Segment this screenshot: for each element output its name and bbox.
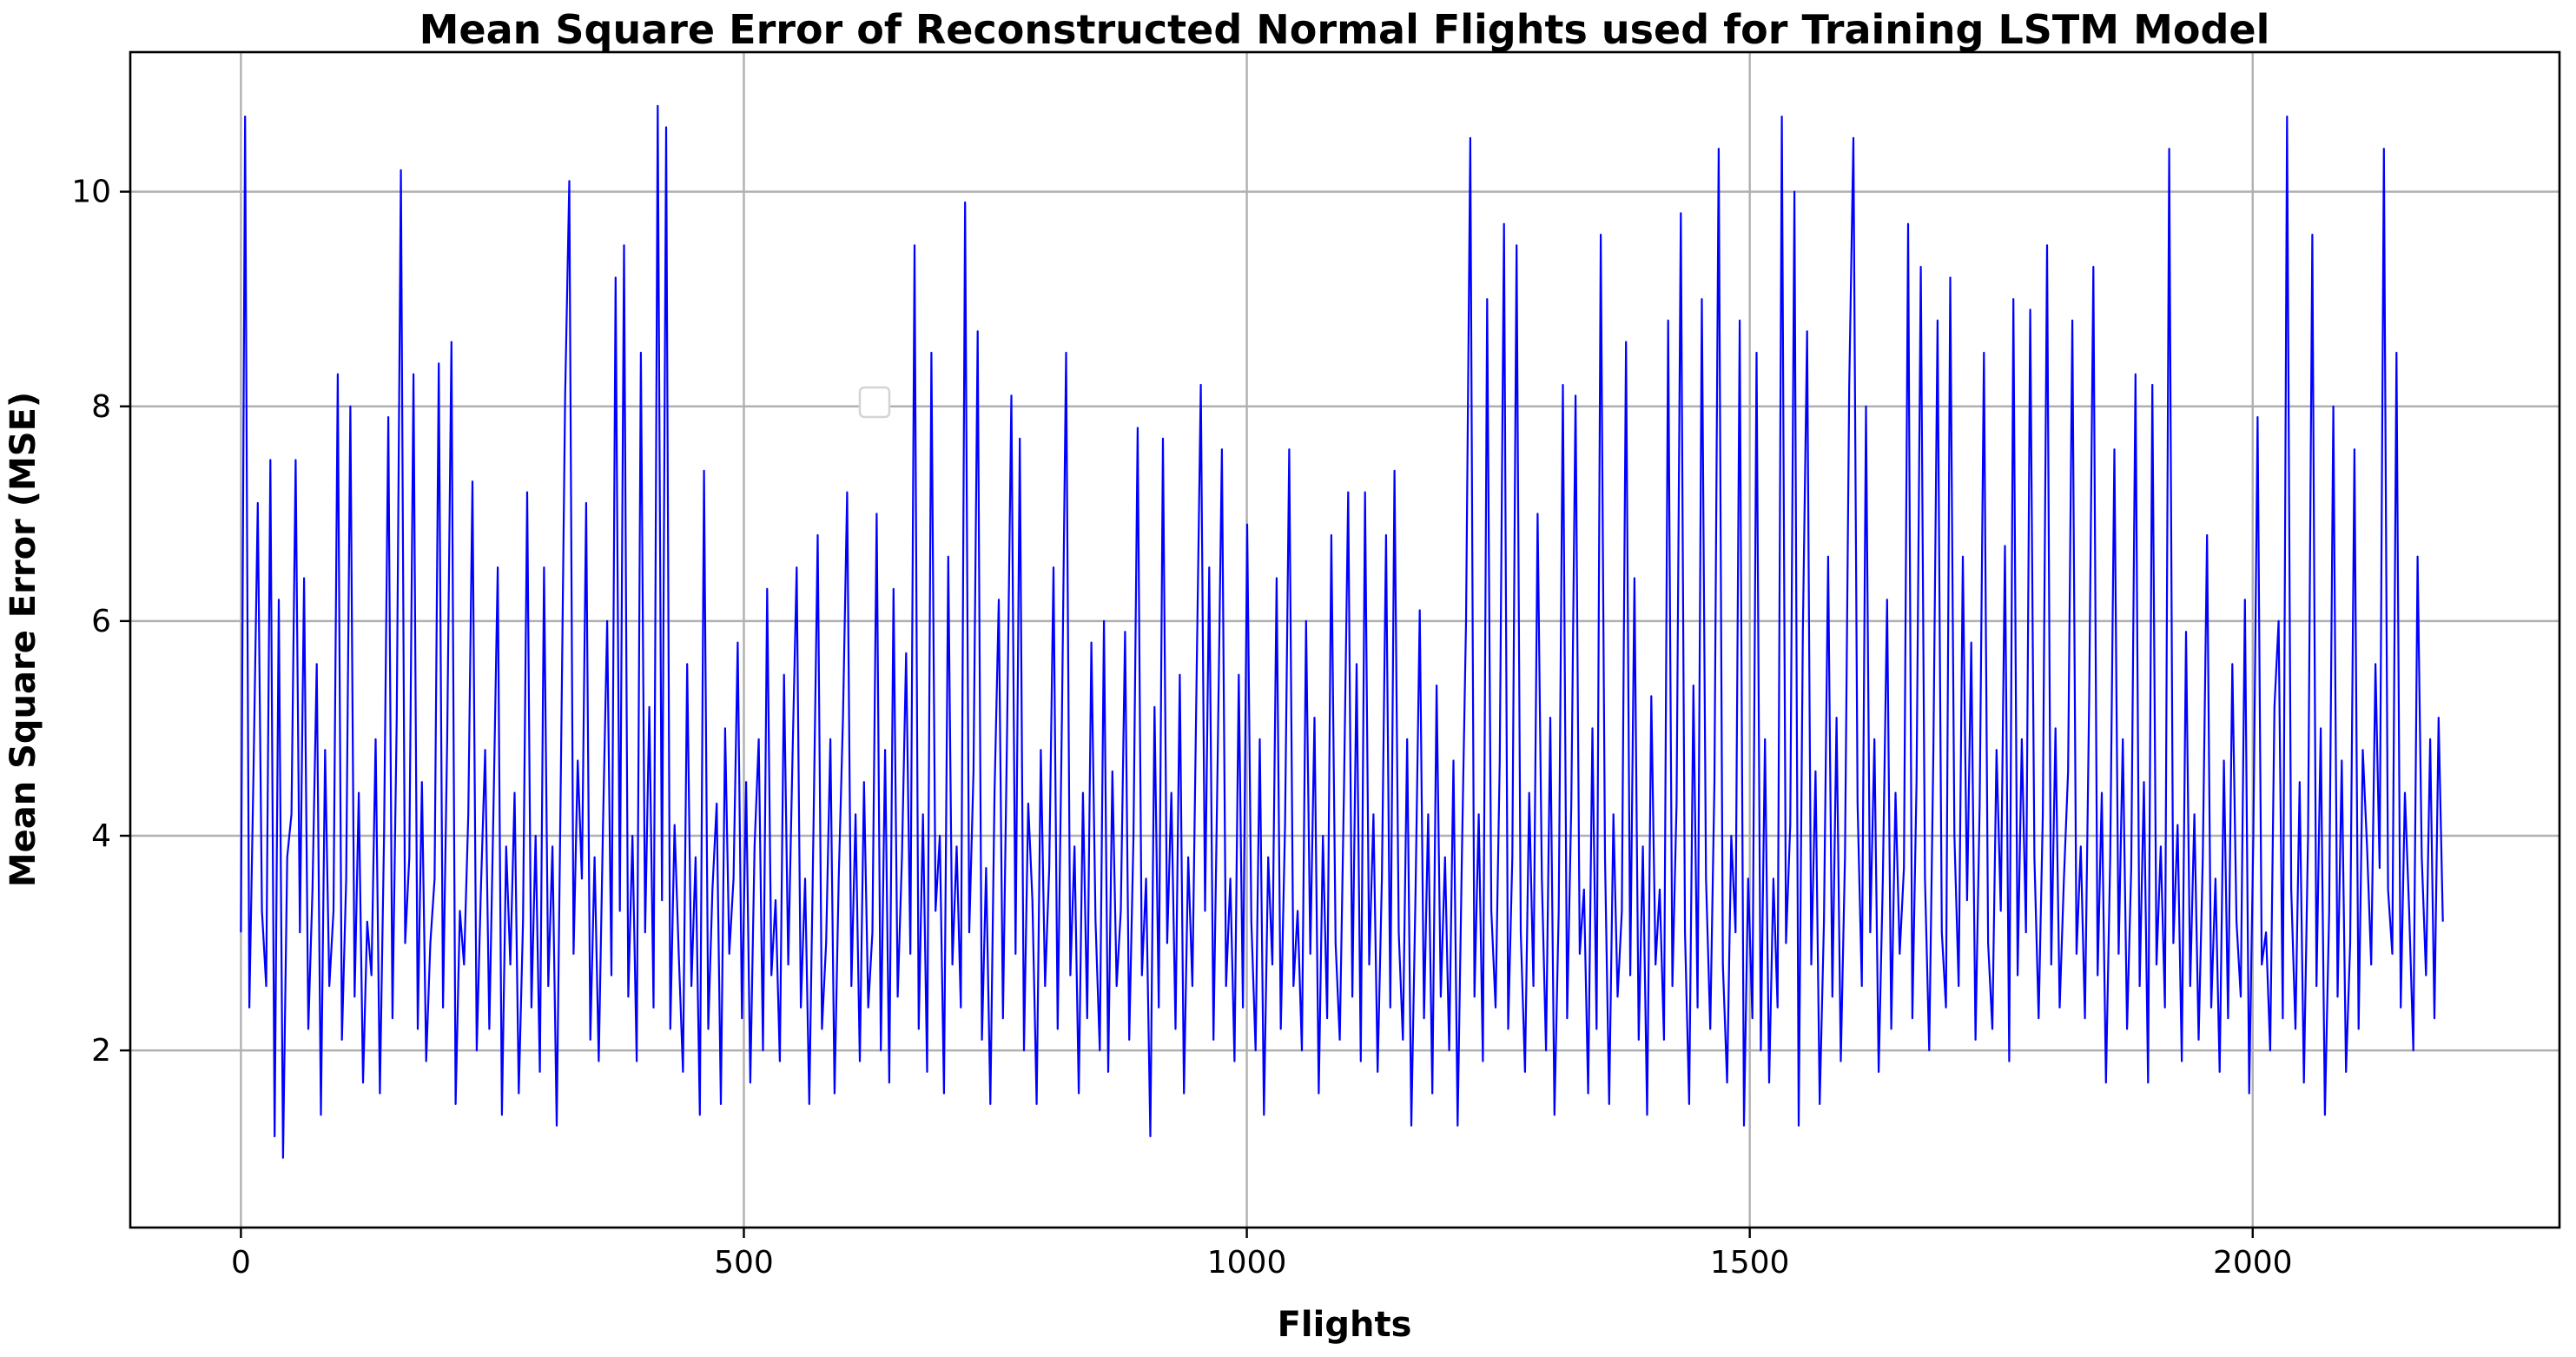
x-axis-label: Flights (1278, 1305, 1412, 1345)
y-tick-label: 6 (91, 604, 111, 639)
x-tick-label: 0 (231, 1245, 251, 1281)
legend-box (858, 386, 891, 419)
y-tick-label: 10 (71, 175, 111, 210)
gridlines (130, 52, 2559, 1228)
axis-ticks: 0 500 1000 1500 2000 2 4 6 8 10 (71, 175, 2292, 1281)
y-tick-label: 4 (91, 818, 111, 854)
x-tick-label: 1500 (1710, 1245, 1790, 1281)
plot-frame (129, 50, 2561, 1229)
y-axis-label: Mean Square Error (MSE) (3, 392, 43, 887)
x-tick-label: 2000 (2213, 1245, 2293, 1281)
chart-title: Mean Square Error of Reconstructed Norma… (419, 6, 2270, 53)
y-tick-label: 8 (91, 389, 111, 425)
x-tick-label: 500 (714, 1245, 774, 1281)
y-tick-label: 2 (91, 1033, 111, 1069)
x-tick-label: 1000 (1207, 1245, 1287, 1281)
series-line-mse (240, 104, 2444, 1159)
